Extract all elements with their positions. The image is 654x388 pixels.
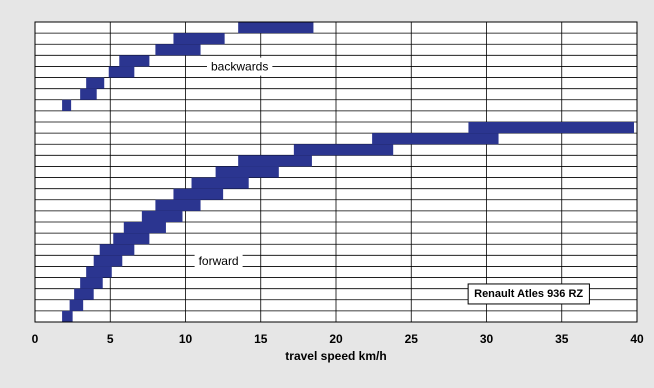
speed-range-bars	[62, 22, 634, 322]
annotation-background	[207, 57, 273, 76]
plot-border	[34, 21, 638, 323]
backwards-gear-bar	[119, 55, 150, 67]
forward-gear-bar	[113, 233, 150, 245]
x-tick-label: 10	[179, 332, 193, 346]
backwards-gear-bar	[173, 33, 225, 45]
forward-gear-bar	[86, 266, 112, 278]
x-tick-label: 0	[32, 332, 39, 346]
series-annotation: backwards	[211, 60, 268, 74]
forward-gear-bar	[293, 144, 394, 156]
forward-gear-bar	[99, 244, 135, 256]
x-tick-label: 35	[555, 332, 569, 346]
forward-gear-bar	[173, 188, 224, 200]
forward-gear-bar	[123, 222, 166, 234]
x-tick-label: 5	[107, 332, 114, 346]
x-tick-label: 20	[329, 332, 343, 346]
backwards-gear-bar	[238, 22, 314, 34]
backwards-gear-bar	[155, 44, 201, 56]
forward-gear-bar	[372, 133, 499, 145]
x-tick-labels: 0 5 10 15 20 25 30 35 40	[32, 332, 644, 346]
model-name-box	[467, 283, 590, 305]
chart-annotations: backwards forward Renault Atles 936 RZ	[194, 57, 590, 305]
forward-gear-bar	[62, 310, 73, 322]
forward-gear-bar	[215, 166, 279, 178]
x-tick-label: 40	[630, 332, 644, 346]
x-tick-label: 15	[254, 332, 268, 346]
forward-gear-bar	[74, 288, 94, 300]
backwards-gear-bar	[108, 66, 135, 78]
forward-gear-bar	[191, 177, 249, 189]
forward-gear-bar	[468, 122, 634, 134]
forward-gear-bar	[80, 277, 103, 289]
forward-gear-bar	[155, 199, 201, 211]
annotation-background	[194, 252, 243, 271]
x-tick-label: 30	[480, 332, 494, 346]
forward-gear-bar	[93, 255, 123, 267]
backwards-gear-bar	[86, 77, 105, 89]
x-axis-label: travel speed km/h	[285, 349, 386, 363]
backwards-gear-bar	[62, 99, 72, 111]
model-name-label: Renault Atles 936 RZ	[474, 288, 583, 300]
vertical-gridlines	[109, 22, 563, 322]
series-annotation: forward	[199, 254, 239, 268]
x-tick-label: 25	[405, 332, 419, 346]
forward-gear-bar	[69, 299, 84, 311]
backwards-gear-bar	[80, 88, 97, 100]
forward-gear-bar	[141, 210, 183, 222]
forward-gear-bar	[238, 155, 312, 167]
